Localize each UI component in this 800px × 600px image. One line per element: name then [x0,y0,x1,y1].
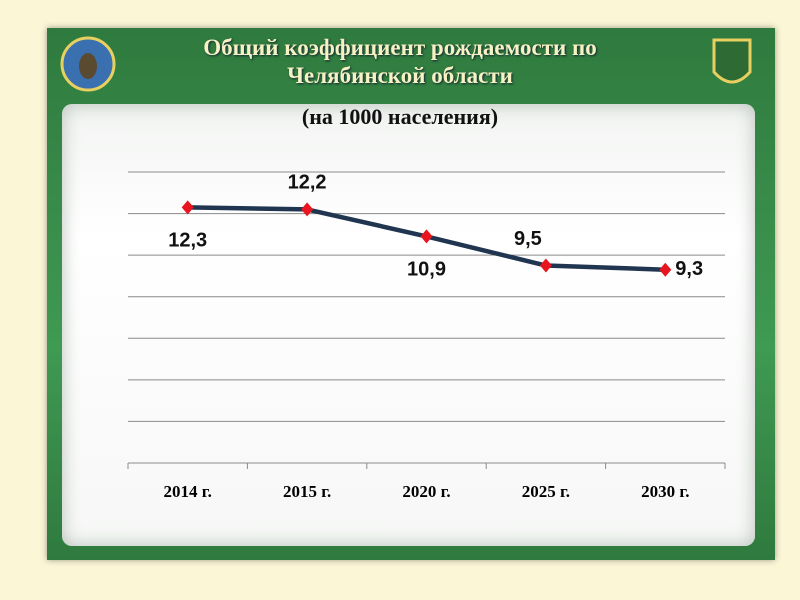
marker [659,262,672,277]
chart-subtitle: (на 1000 населения) [301,104,499,129]
data-label: 9,3 [675,258,703,280]
data-label: 12,2 [288,172,327,194]
chart-panel [62,104,755,546]
marker [420,229,433,244]
x-tick-label: 2025 г. [522,482,570,501]
logo-right [712,38,752,84]
data-label: 12,3 [168,230,207,252]
logo-owl [79,53,97,79]
marker [301,202,314,217]
data-label: 10,9 [407,259,446,281]
chart-title: Общий коэффициент рождаемости по Челябин… [203,35,597,88]
x-tick-label: 2030 г. [641,482,689,501]
marker [181,200,194,215]
x-tick-label: 2014 г. [164,482,212,501]
marker [539,258,552,273]
data-label: 9,5 [514,228,542,250]
x-tick-label: 2020 г. [402,482,450,501]
x-tick-label: 2015 г. [283,482,331,501]
